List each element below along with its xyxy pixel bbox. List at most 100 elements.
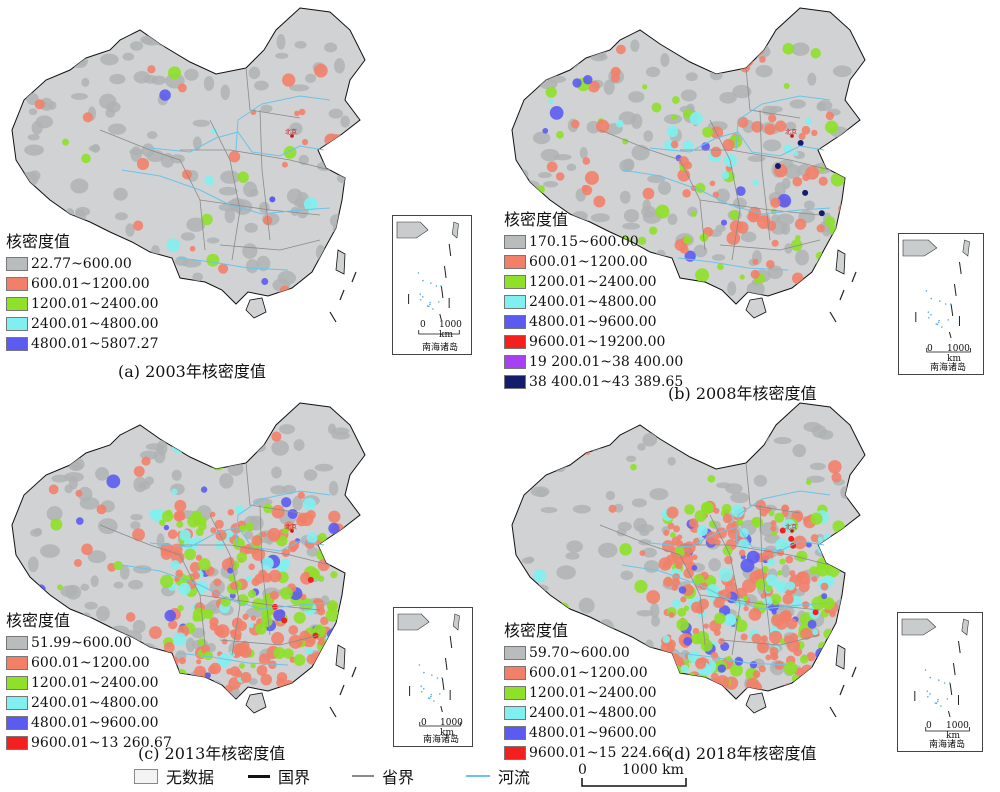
- legend-item: 600.01~1200.00: [6, 274, 159, 294]
- provincial-border: [259, 109, 271, 241]
- scale-max: 1000 km: [622, 762, 684, 778]
- inset-island: [936, 700, 939, 703]
- inset-scale-bar: [419, 722, 461, 727]
- inset-island: [418, 664, 421, 666]
- legend-item: 19 200.01~38 400.00: [504, 352, 683, 372]
- provincial-border: [99, 129, 151, 151]
- inset-boundary-dash: [449, 635, 453, 649]
- inset-island: [419, 298, 422, 301]
- legend-swatch: [6, 297, 28, 311]
- inset-island: [949, 303, 952, 305]
- river: [649, 131, 825, 157]
- legend-swatch: [6, 676, 28, 690]
- river: [649, 526, 825, 552]
- inset-island: [944, 303, 947, 305]
- legend-swatch: [6, 337, 28, 351]
- legend-item: 4800.01~9600.00: [6, 713, 172, 733]
- legend-label: 2400.01~4800.00: [31, 695, 159, 711]
- inset-island: [420, 690, 423, 693]
- key-national-border-label: 国界: [278, 768, 311, 787]
- key-provincial-border: 省界: [352, 764, 414, 788]
- legend-label: 4800.01~5807.27: [31, 336, 159, 352]
- legend-label: 19 200.01~38 400.00: [529, 354, 684, 370]
- inset-name: 南海诸岛: [929, 740, 966, 750]
- inset-island: [924, 669, 927, 671]
- inset-south-china-sea-2003: 0 1000 km 南海诸岛: [392, 215, 472, 355]
- legend-swatch: [504, 666, 526, 680]
- inset-boundary-dash: [444, 657, 448, 671]
- panel-2013: 北京 核密度值 51.99~600.00 600.01~1200.00 1200.0…: [0, 395, 500, 790]
- inset-south-china-sea-2013: 0 1000 km 南海诸岛: [393, 607, 473, 747]
- legend-label: 22.77~600.00: [31, 256, 132, 272]
- legend-item: 600.01~1200.00: [6, 653, 172, 673]
- inset-taiwan: [961, 618, 969, 636]
- inset-scale-max: 1000 km: [439, 320, 462, 340]
- inset-boundary-dash: [947, 710, 951, 718]
- panel-2008: 北京 核密度值 170.15~600.00 600.01~1200.00 1200.…: [500, 0, 1000, 403]
- inset-island: [948, 682, 951, 684]
- legend-item: 2400.01~4800.00: [6, 693, 172, 713]
- river: [621, 564, 831, 610]
- legend-item: 2400.01~4800.00: [504, 703, 670, 723]
- panel-2018: 北京 核密度值 59.70~600.00 600.01~1200.00 1200.0…: [500, 395, 1000, 790]
- inset-boundary-dash: [952, 662, 956, 676]
- provincial-border: [199, 594, 321, 611]
- key-provincial-border-label: 省界: [382, 768, 415, 787]
- sea-boundary-dash: [339, 289, 345, 301]
- hainan-island: [745, 297, 767, 319]
- legend-2018: 核密度值 59.70~600.00 600.01~1200.00 1200.01~2…: [504, 621, 670, 763]
- inset-boundary-dash: [957, 640, 961, 654]
- legend-item: 22.77~600.00: [6, 254, 159, 274]
- no-data-swatch: [134, 768, 158, 784]
- legend-2003: 核密度值 22.77~600.00 600.01~1200.00 1200.01~2…: [6, 232, 159, 354]
- sea-boundary-dash: [351, 271, 357, 283]
- inset-boundary-dash: [448, 243, 452, 257]
- sea-boundary-dash: [329, 706, 337, 718]
- provincial-border: [180, 149, 331, 171]
- inset-island: [422, 688, 425, 690]
- national-border-line: [248, 774, 270, 778]
- inset-island: [934, 702, 937, 704]
- inset-island: [937, 321, 940, 324]
- legend-2008: 核密度值 170.15~600.00 600.01~1200.00 1200.01~…: [504, 210, 683, 392]
- provincial-border: [649, 544, 706, 646]
- provincial-border: [149, 544, 206, 646]
- inset-island: [420, 685, 423, 687]
- inset-map: [902, 239, 971, 353]
- legend-swatch: [6, 636, 28, 650]
- legend-label: 9600.01~13 260.67: [31, 735, 172, 751]
- inset-map: [396, 221, 460, 335]
- legend-item: 600.01~1200.00: [504, 663, 670, 683]
- provincial-border: [209, 514, 241, 656]
- provincial-border: [719, 239, 821, 251]
- sea-boundary-dash: [829, 311, 837, 323]
- map-2018: 北京: [511, 402, 866, 718]
- provincial-border: [759, 504, 771, 636]
- inset-island: [927, 695, 929, 698]
- provincial-border: [259, 504, 271, 636]
- inset-island: [943, 682, 946, 684]
- sea-boundary-dash: [339, 684, 345, 696]
- inset-scale-max: 1000 km: [947, 344, 970, 364]
- provincial-border: [245, 67, 301, 119]
- river: [677, 257, 789, 271]
- river: [121, 564, 331, 610]
- legend-swatch: [504, 235, 526, 249]
- caption-2003: (a) 2003年核密度值: [118, 362, 266, 381]
- legend-label: 38 400.01~43 389.65: [529, 374, 684, 390]
- legend-swatch: [504, 746, 526, 760]
- legend-item: 1200.01~2400.00: [6, 673, 172, 693]
- sea-boundary-dash: [829, 706, 837, 718]
- provincial-border: [599, 129, 651, 151]
- inset-scale-bar: [925, 727, 970, 732]
- inset-name: 南海诸岛: [930, 363, 967, 373]
- legend-item: 600.01~1200.00: [504, 252, 683, 272]
- inset-boundary-dash: [958, 261, 962, 275]
- legend-swatch: [6, 716, 28, 730]
- inset-island: [928, 316, 930, 319]
- provincial-border: [709, 514, 741, 656]
- river: [177, 652, 289, 666]
- river: [235, 490, 331, 546]
- river: [677, 652, 789, 666]
- legend-title: 核密度值: [504, 210, 569, 229]
